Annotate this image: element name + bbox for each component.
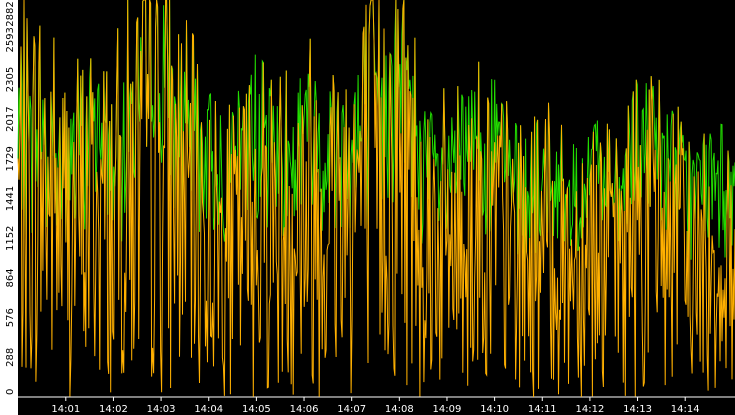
x-tick-label: 14:09 xyxy=(433,404,462,415)
x-tick-label: 14:08 xyxy=(385,404,414,415)
y-tick-label: 1441 xyxy=(5,186,16,211)
y-tick-label: 2882 xyxy=(5,1,16,26)
x-tick-label: 14:03 xyxy=(147,404,176,415)
x-tick-label: 14:14 xyxy=(671,404,700,415)
x-tick-label: 14:07 xyxy=(337,404,366,415)
x-tick-label: 14:10 xyxy=(480,404,509,415)
x-tick-label: 14:02 xyxy=(99,404,128,415)
y-axis-panel xyxy=(0,0,18,415)
y-tick-label: 864 xyxy=(5,268,16,287)
series-line-orange xyxy=(17,0,735,398)
y-tick-label: 1152 xyxy=(5,226,16,251)
x-tick-label: 14:06 xyxy=(290,404,319,415)
y-tick-label: 288 xyxy=(5,348,16,367)
x-axis-ticks: 14:01 14:02 14:03 14:04 14:05 14:06 14:07 14:08… xyxy=(51,397,700,415)
x-tick-label: 14:01 xyxy=(51,404,80,415)
y-tick-label: 2305 xyxy=(5,67,16,92)
y-tick-label: 0 xyxy=(5,389,16,395)
y-tick-label: 1729 xyxy=(5,146,16,171)
y-tick-label: 576 xyxy=(5,308,16,327)
x-tick-label: 14:11 xyxy=(528,404,557,415)
y-tick-label: 2593 xyxy=(5,27,16,52)
x-tick-label: 14:04 xyxy=(194,404,223,415)
y-tick-label: 2017 xyxy=(5,106,16,131)
x-tick-label: 14:13 xyxy=(623,404,652,415)
x-tick-label: 14:12 xyxy=(575,404,604,415)
x-tick-label: 14:05 xyxy=(242,404,271,415)
series-layer xyxy=(17,0,735,398)
